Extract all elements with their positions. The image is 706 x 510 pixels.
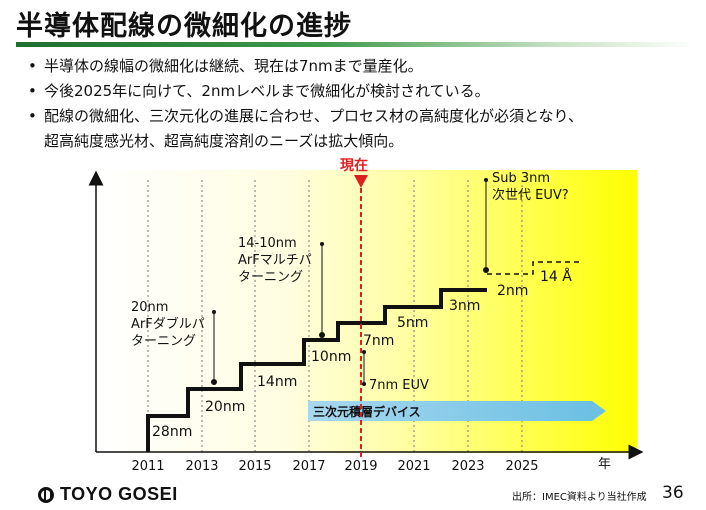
bullet-text: 今後2025年に向けて、2nmレベルまで微細化が検討されている。 xyxy=(44,82,490,100)
annotation-7nm-euv: 7nm EUV xyxy=(362,350,429,393)
company-logo: TOYO GOSEI xyxy=(38,484,178,505)
page-number: 36 xyxy=(662,483,684,503)
annotation-text: 7nm EUV xyxy=(369,378,429,393)
3d-device-label: 三次元積層デバイス xyxy=(313,404,421,419)
slide-title: 半導体配線の微細化の進捗 xyxy=(16,11,352,42)
future-step-label: 14 Å xyxy=(540,268,572,285)
step-label: 28nm xyxy=(152,424,192,440)
annotation-dot xyxy=(362,382,366,386)
title-underline xyxy=(16,42,696,47)
future-staircase xyxy=(487,261,582,275)
step-label: 3nm xyxy=(449,298,480,314)
bullet-item: • 今後2025年に向けて、2nmレベルまで微細化が検討されている。 xyxy=(28,79,688,104)
step-label: 2nm xyxy=(497,283,528,299)
x-tick-label: 2017 xyxy=(292,459,325,474)
x-axis-unit: 年 xyxy=(598,457,611,472)
annotation-text: ターニング xyxy=(238,270,303,285)
bullet-marker: • xyxy=(28,107,37,125)
annotation-dot xyxy=(319,332,325,338)
annotation-dot xyxy=(212,310,216,314)
now-label: 現在 xyxy=(340,157,368,174)
bullet-item: • 半導体の線幅の微細化は継続、現在は7nmまで量産化。 xyxy=(28,54,688,79)
step-label: 7nm xyxy=(363,333,394,349)
annotation-text: ArFマルチパ xyxy=(238,253,312,268)
logo-text: TOYO GOSEI xyxy=(60,484,178,504)
3d-device-arrow-head xyxy=(592,401,606,421)
logo-mark-icon xyxy=(38,486,54,503)
annotation-dot xyxy=(211,379,217,385)
bullet-marker: • xyxy=(28,82,37,100)
x-tick-label: 2021 xyxy=(397,459,430,474)
annotation-dot xyxy=(362,350,366,354)
annotation-dot xyxy=(484,178,488,182)
annotation-dot xyxy=(320,242,324,246)
bullet-text: 超高純度感光材、超高純度溶剤のニーズは拡大傾向。 xyxy=(44,132,404,150)
annotation-text: Sub 3nm xyxy=(492,171,550,186)
annotation-text: ArFダブルパ xyxy=(131,316,205,332)
x-tick-labels: 2011 2013 2015 2017 2019 2021 2023 2025 xyxy=(131,459,538,474)
bullet-marker: • xyxy=(28,57,37,75)
annotation-14-10nm: 14-10nm ArFマルチパ ターニング xyxy=(238,236,325,338)
x-tick-label: 2019 xyxy=(344,459,377,474)
x-tick-label: 2011 xyxy=(131,459,164,474)
bullet-item: • 配線の微細化、三次元化の進展に合わせ、プロセス材の高純度化が必須となり、 xyxy=(28,104,688,129)
3d-device-arrow xyxy=(308,401,592,421)
annotation-sub-3nm: Sub 3nm 次世代 EUV? xyxy=(483,171,569,273)
node-staircase xyxy=(146,288,487,452)
now-marker: 現在 xyxy=(340,157,368,458)
step-label: 14nm xyxy=(257,374,297,390)
bullet-text: 半導体の線幅の微細化は継続、現在は7nmまで量産化。 xyxy=(44,57,423,75)
bullet-text: 配線の微細化、三次元化の進展に合わせ、プロセス材の高純度化が必須となり、 xyxy=(44,107,583,125)
annotation-dot xyxy=(483,267,489,273)
step-label: 5nm xyxy=(397,315,428,331)
annotation-20nm: 20nm ArFダブルパ ターニング xyxy=(131,300,217,385)
step-label: 10nm xyxy=(311,349,351,365)
step-labels: 28nm 20nm 14nm 10nm 7nm 5nm 3nm 2nm 14 Å xyxy=(152,268,572,440)
x-tick-label: 2023 xyxy=(451,459,484,474)
source-note: 出所：IMEC資料より当社作成 xyxy=(512,492,647,503)
step-label: 20nm xyxy=(205,399,245,415)
x-tick-label: 2013 xyxy=(185,459,218,474)
bullet-list: • 半導体の線幅の微細化は継続、現在は7nmまで量産化。 • 今後2025年に向けて… xyxy=(28,54,688,154)
x-tick-label: 2015 xyxy=(238,459,271,474)
annotation-text: 14-10nm xyxy=(238,236,297,251)
annotation-text: 20nm xyxy=(131,300,168,315)
x-tick-label: 2025 xyxy=(505,459,538,474)
annotation-text: ターニング xyxy=(131,334,196,349)
now-triangle xyxy=(354,175,368,188)
annotation-text: 次世代 EUV? xyxy=(492,187,569,203)
bullet-continuation: 超高純度感光材、超高純度溶剤のニーズは拡大傾向。 xyxy=(28,129,688,154)
